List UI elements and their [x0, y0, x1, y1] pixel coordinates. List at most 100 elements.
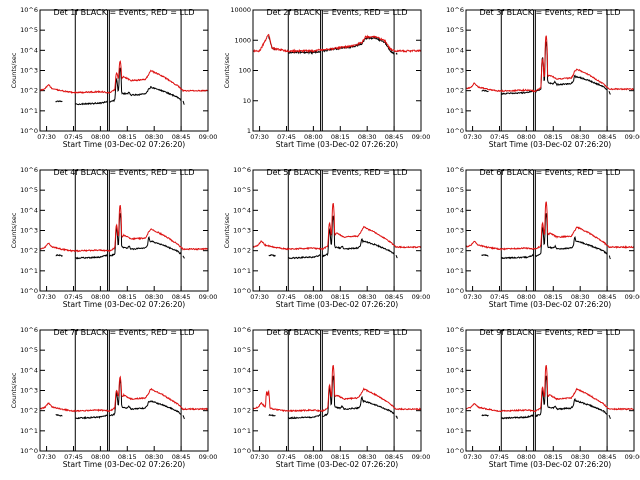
- y-tick-label: 10^5: [233, 346, 251, 354]
- series-events-line: [55, 379, 185, 420]
- panel-title: Det 2f BLACK = Events, RED = LLD: [266, 8, 407, 17]
- y-tick-label: 10^5: [446, 186, 464, 194]
- x-axis-label: Start Time (03-Dec-02 07:26:20): [63, 140, 185, 149]
- x-tick-label: 08:45: [385, 453, 404, 461]
- x-tick-label: 08:30: [358, 293, 377, 301]
- x-tick-label: 08:45: [598, 133, 617, 141]
- panel-det-1f: Det 1f BLACK = Events, RED = LLD 10^0 10^1…: [10, 6, 217, 149]
- y-axis-label: Counts/sec: [223, 52, 231, 88]
- y-tick-label: 100: [239, 67, 251, 75]
- y-tick-label: 10^2: [20, 87, 38, 95]
- x-tick-label: 07:30: [37, 293, 56, 301]
- y-tick-label: 1: [247, 127, 251, 135]
- y-tick-label: 10^2: [20, 247, 38, 255]
- plot-frame: [252, 329, 422, 452]
- panel-title: Det 4f BLACK = Events, RED = LLD: [53, 168, 194, 177]
- panel-title: Det 1f BLACK = Events, RED = LLD: [53, 8, 194, 17]
- y-tick-label: 10^4: [446, 366, 464, 374]
- x-tick-label: 07:45: [490, 293, 509, 301]
- series-lld-line: [39, 375, 208, 413]
- x-axis-label: Start Time (03-Dec-02 07:26:20): [63, 460, 185, 469]
- series-lld-line: [252, 33, 422, 54]
- panel-det-6f: Det 6f BLACK = Events, RED = LLD 10^0 10^1…: [446, 166, 640, 309]
- panel-det-3f: Det 3f BLACK = Events, RED = LLD 10^0 10^1…: [446, 6, 640, 149]
- y-tick-label: 10^3: [233, 227, 251, 235]
- panel-title: Det 6f BLACK = Events, RED = LLD: [479, 168, 620, 177]
- x-tick-label: 07:30: [463, 133, 482, 141]
- plot-frame: [39, 169, 209, 292]
- plot-frame: [465, 169, 635, 292]
- y-tick-label: 10^4: [233, 366, 251, 374]
- x-tick-label: 08:15: [544, 133, 563, 141]
- y-tick-label: 10000: [230, 6, 251, 14]
- panel-det-4f: Det 4f BLACK = Events, RED = LLD 10^0 10^1…: [10, 166, 217, 309]
- x-tick-label: 07:30: [37, 133, 56, 141]
- x-tick-label: 07:45: [64, 133, 83, 141]
- y-tick-label: 10^4: [20, 206, 38, 214]
- y-tick-label: 10^2: [233, 407, 251, 415]
- x-tick-label: 07:30: [463, 293, 482, 301]
- panel-det-5f: Det 5f BLACK = Events, RED = LLD 10^0 10^1…: [223, 166, 430, 309]
- x-tick-label: 08:45: [598, 293, 617, 301]
- x-tick-label: 07:45: [277, 133, 296, 141]
- y-tick-label: 10^0: [233, 287, 251, 295]
- x-tick-label: 09:00: [412, 453, 431, 461]
- series-events-line: [481, 375, 611, 420]
- y-tick-label: 10^1: [20, 267, 38, 275]
- y-tick-label: 10^1: [446, 267, 464, 275]
- series-events-line: [55, 67, 185, 106]
- y-tick-label: 10^6: [233, 326, 251, 334]
- series-events-line: [268, 375, 398, 420]
- x-tick-label: 07:30: [250, 293, 269, 301]
- y-tick-label: 10^3: [20, 67, 38, 75]
- series-lld-line: [252, 203, 422, 251]
- y-tick-label: 10^6: [233, 166, 251, 174]
- y-tick-label: 10^0: [233, 447, 251, 455]
- y-tick-label: 10^3: [446, 67, 464, 75]
- panel-det-8f: Det 8f BLACK = Events, RED = LLD 10^0 10^1…: [233, 326, 430, 469]
- plot-frame: [39, 9, 209, 132]
- x-tick-label: 08:45: [172, 293, 191, 301]
- y-axis-label: Counts/sec: [223, 212, 231, 248]
- panel-title: Det 8f BLACK = Events, RED = LLD: [266, 328, 407, 337]
- x-tick-label: 08:45: [172, 453, 191, 461]
- x-axis-label: Start Time (03-Dec-02 07:26:20): [276, 140, 398, 149]
- series-lld-line: [39, 205, 208, 253]
- plot-frame: [252, 169, 422, 292]
- y-tick-label: 10: [243, 97, 251, 105]
- y-tick-label: 10^2: [446, 247, 464, 255]
- y-axis-label: Counts/sec: [10, 372, 18, 408]
- panel-det-2f: Det 2f BLACK = Events, RED = LLD 1 10 100 10…: [223, 6, 430, 149]
- x-tick-label: 07:45: [64, 293, 83, 301]
- x-tick-label: 09:00: [625, 453, 640, 461]
- y-tick-label: 10^3: [233, 387, 251, 395]
- x-tick-label: 09:00: [412, 293, 431, 301]
- panel-title: Det 5f BLACK = Events, RED = LLD: [266, 168, 407, 177]
- y-axis-label: Counts/sec: [10, 52, 18, 88]
- x-tick-label: 09:00: [412, 133, 431, 141]
- y-tick-label: 10^5: [20, 346, 38, 354]
- series-events-line: [481, 41, 611, 95]
- y-tick-label: 10^4: [446, 46, 464, 54]
- series-lld-line: [465, 201, 635, 251]
- x-tick-label: 08:15: [544, 453, 563, 461]
- panel-title: Det 9f BLACK = Events, RED = LLD: [479, 328, 620, 337]
- x-axis-label: Start Time (03-Dec-02 07:26:20): [63, 300, 185, 309]
- y-tick-label: 10^5: [20, 26, 38, 34]
- x-tick-label: 08:00: [91, 293, 110, 301]
- x-tick-label: 07:45: [490, 453, 509, 461]
- y-tick-label: 10^6: [446, 326, 464, 334]
- y-tick-label: 10^1: [446, 107, 464, 115]
- x-tick-label: 09:00: [199, 293, 218, 301]
- panel-det-7f: Det 7f BLACK = Events, RED = LLD 10^0 10^1…: [10, 326, 217, 469]
- x-tick-label: 08:45: [172, 133, 191, 141]
- y-tick-label: 10^0: [446, 447, 464, 455]
- series-events-line: [481, 213, 611, 260]
- x-tick-label: 08:00: [91, 453, 110, 461]
- x-tick-label: 07:45: [277, 453, 296, 461]
- x-tick-label: 08:30: [571, 453, 590, 461]
- y-tick-label: 10^3: [446, 227, 464, 235]
- y-tick-label: 10^0: [20, 127, 38, 135]
- y-tick-label: 10^6: [20, 6, 38, 14]
- y-tick-label: 10^3: [446, 387, 464, 395]
